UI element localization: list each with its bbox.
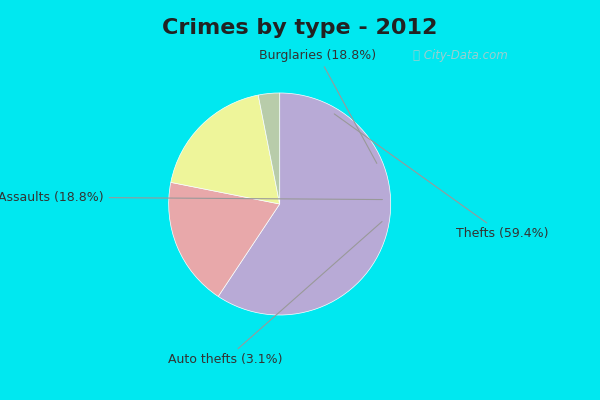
Text: Auto thefts (3.1%): Auto thefts (3.1%) xyxy=(168,222,382,366)
Wedge shape xyxy=(169,182,280,296)
Wedge shape xyxy=(218,93,391,315)
Text: Thefts (59.4%): Thefts (59.4%) xyxy=(334,114,548,240)
Wedge shape xyxy=(258,93,280,204)
Text: Crimes by type - 2012: Crimes by type - 2012 xyxy=(163,18,437,38)
Text: ⓘ City-Data.com: ⓘ City-Data.com xyxy=(413,49,508,62)
Wedge shape xyxy=(171,95,280,204)
Text: Assaults (18.8%): Assaults (18.8%) xyxy=(0,191,382,204)
Text: Burglaries (18.8%): Burglaries (18.8%) xyxy=(259,48,377,163)
